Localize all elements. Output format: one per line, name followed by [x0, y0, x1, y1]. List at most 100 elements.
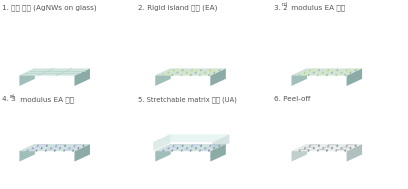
- Polygon shape: [186, 147, 188, 149]
- Polygon shape: [171, 74, 173, 76]
- Polygon shape: [191, 69, 202, 70]
- Polygon shape: [341, 71, 342, 74]
- Polygon shape: [32, 147, 33, 149]
- Polygon shape: [344, 149, 346, 152]
- Polygon shape: [74, 144, 75, 147]
- Text: modulus EA 형성: modulus EA 형성: [18, 96, 74, 103]
- Polygon shape: [212, 134, 229, 151]
- Polygon shape: [195, 147, 197, 149]
- Polygon shape: [346, 144, 357, 145]
- Polygon shape: [153, 134, 229, 142]
- Polygon shape: [344, 74, 346, 76]
- Polygon shape: [64, 144, 66, 147]
- Polygon shape: [322, 147, 324, 149]
- Polygon shape: [204, 71, 206, 74]
- Polygon shape: [208, 149, 210, 152]
- Text: modulus EA 형성: modulus EA 형성: [289, 5, 346, 11]
- Polygon shape: [335, 74, 337, 76]
- Polygon shape: [304, 71, 315, 72]
- Polygon shape: [309, 144, 320, 145]
- Polygon shape: [213, 71, 215, 74]
- Polygon shape: [322, 71, 324, 74]
- Polygon shape: [78, 147, 79, 149]
- Polygon shape: [309, 69, 320, 70]
- Polygon shape: [168, 71, 178, 72]
- Polygon shape: [191, 144, 193, 147]
- Polygon shape: [19, 68, 90, 76]
- Polygon shape: [37, 144, 48, 145]
- Polygon shape: [326, 149, 328, 152]
- Polygon shape: [317, 149, 319, 152]
- Polygon shape: [32, 147, 42, 148]
- Polygon shape: [304, 147, 315, 148]
- Polygon shape: [50, 147, 52, 149]
- Polygon shape: [181, 149, 182, 152]
- Polygon shape: [155, 68, 226, 76]
- Polygon shape: [346, 144, 348, 147]
- Text: 1. 전극 형성 (AgNWs on glass): 1. 전극 형성 (AgNWs on glass): [2, 5, 97, 11]
- Polygon shape: [19, 144, 35, 162]
- Polygon shape: [331, 71, 333, 74]
- Polygon shape: [69, 147, 79, 148]
- Polygon shape: [337, 144, 338, 147]
- Polygon shape: [328, 144, 329, 147]
- Polygon shape: [208, 74, 210, 76]
- Polygon shape: [186, 71, 197, 72]
- Polygon shape: [291, 144, 362, 151]
- Text: 4. 3: 4. 3: [2, 96, 16, 102]
- Polygon shape: [210, 144, 220, 145]
- Polygon shape: [304, 71, 306, 74]
- Polygon shape: [210, 144, 211, 147]
- Polygon shape: [195, 71, 197, 74]
- Polygon shape: [355, 144, 357, 147]
- Polygon shape: [162, 74, 164, 76]
- Polygon shape: [337, 69, 338, 71]
- Polygon shape: [74, 68, 90, 86]
- Polygon shape: [299, 74, 300, 76]
- Polygon shape: [199, 149, 201, 152]
- Polygon shape: [213, 147, 215, 149]
- Polygon shape: [318, 69, 320, 71]
- Polygon shape: [191, 69, 193, 71]
- Polygon shape: [182, 144, 184, 147]
- Polygon shape: [346, 69, 357, 70]
- Polygon shape: [177, 147, 178, 149]
- Polygon shape: [177, 71, 178, 74]
- Polygon shape: [162, 149, 173, 150]
- Polygon shape: [328, 69, 338, 70]
- Polygon shape: [155, 144, 171, 162]
- Polygon shape: [322, 71, 333, 72]
- Polygon shape: [299, 149, 309, 150]
- Polygon shape: [204, 147, 215, 148]
- Polygon shape: [341, 71, 351, 72]
- Polygon shape: [199, 74, 201, 76]
- Polygon shape: [27, 149, 37, 150]
- Polygon shape: [182, 69, 184, 71]
- Polygon shape: [173, 69, 175, 71]
- Polygon shape: [59, 147, 61, 149]
- Polygon shape: [328, 144, 338, 145]
- Polygon shape: [45, 149, 47, 152]
- Polygon shape: [309, 69, 311, 71]
- Polygon shape: [335, 149, 337, 152]
- Polygon shape: [41, 147, 42, 149]
- Polygon shape: [162, 149, 164, 152]
- Polygon shape: [186, 147, 197, 148]
- Polygon shape: [72, 149, 74, 152]
- Text: 6. Peel-off: 6. Peel-off: [274, 96, 310, 102]
- Polygon shape: [219, 69, 220, 71]
- Polygon shape: [355, 69, 357, 71]
- Polygon shape: [328, 69, 329, 71]
- Polygon shape: [219, 144, 220, 147]
- Polygon shape: [190, 149, 191, 152]
- Polygon shape: [341, 147, 342, 149]
- Polygon shape: [210, 69, 211, 71]
- Polygon shape: [19, 68, 35, 86]
- Polygon shape: [168, 147, 178, 148]
- Polygon shape: [35, 149, 37, 152]
- Text: rd: rd: [10, 94, 15, 99]
- Polygon shape: [191, 144, 202, 145]
- Polygon shape: [346, 69, 348, 71]
- Text: 3. 2: 3. 2: [274, 5, 288, 11]
- Polygon shape: [341, 147, 351, 148]
